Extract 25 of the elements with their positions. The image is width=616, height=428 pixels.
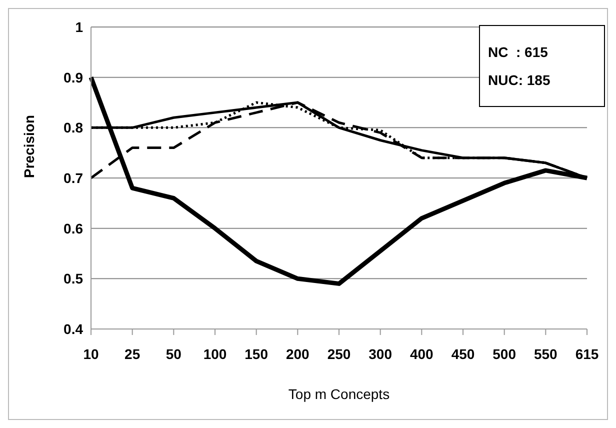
y-tick-label: 0.5: [64, 270, 84, 287]
y-axis-title: Precision: [20, 114, 37, 178]
x-tick-label: 25: [124, 346, 140, 362]
x-tick-label: 450: [451, 346, 475, 362]
y-tick-label: 0.6: [64, 220, 84, 236]
y-tick-label: 1: [75, 18, 84, 35]
x-tick-label: 550: [534, 346, 558, 362]
x-tick-label: 50: [166, 346, 182, 362]
x-tick-label: 200: [286, 346, 310, 362]
y-tick-label: 0.4: [64, 320, 84, 337]
x-tick-label: 10: [83, 346, 99, 362]
annotation: NC : 615: [488, 43, 549, 62]
x-tick-label: 150: [244, 346, 268, 362]
note-box: NC : 615 NUC: 185: [479, 25, 605, 107]
y-tick-label: 0.8: [64, 120, 84, 136]
y-tick-label: 0.9: [64, 69, 84, 86]
x-tick-label: 100: [203, 346, 227, 362]
x-tick-label: 250: [327, 346, 351, 362]
annotation: NUC: 185: [488, 71, 552, 90]
x-tick-label: 500: [492, 346, 516, 362]
y-tick-label: 0.7: [64, 170, 84, 186]
x-tick-label: 300: [368, 346, 392, 362]
x-tick-label: 400: [410, 346, 434, 362]
x-axis-title: Top m Concepts: [288, 386, 390, 402]
x-tick-label: 615: [575, 346, 599, 362]
